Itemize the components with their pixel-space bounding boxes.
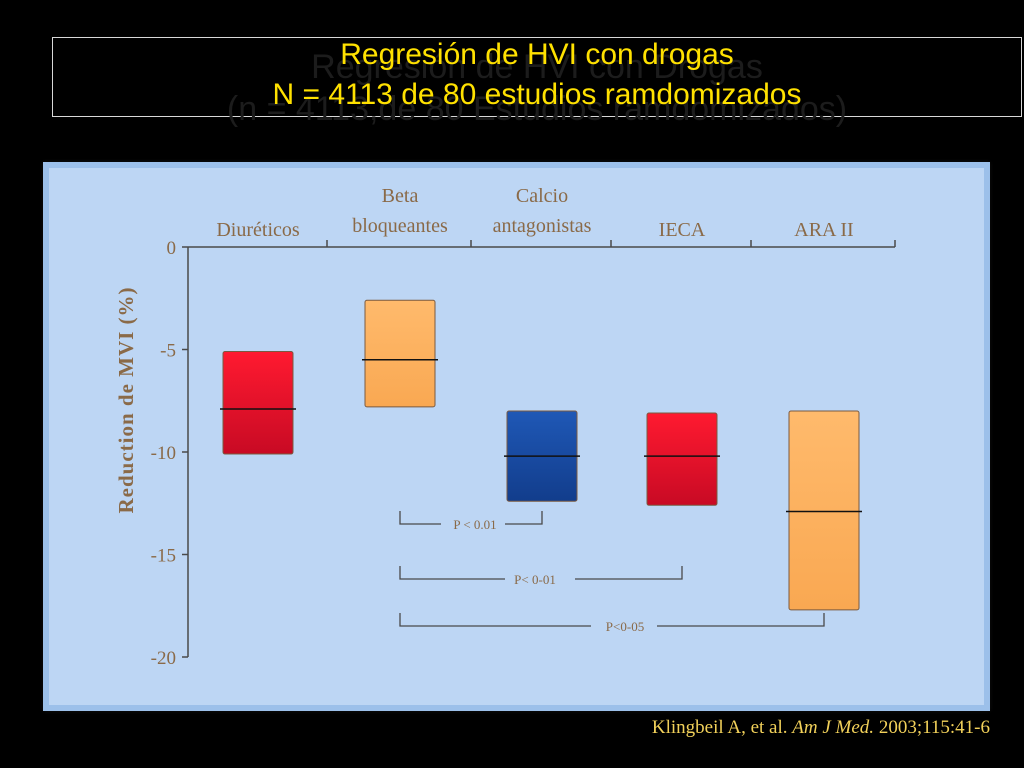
significance-bracket — [399, 511, 441, 525]
citation: Klingbeil A, et al. Am J Med. 2003;115:4… — [652, 717, 990, 739]
title-ghost-line-1: Regresión de HVI con Drogas — [311, 48, 763, 86]
x-category-label: bloqueantes — [352, 215, 448, 237]
significance-bracket — [657, 613, 825, 627]
citation-authors: Klingbeil A, et al. — [651, 717, 788, 738]
x-category-label: IECA — [659, 219, 706, 241]
x-category-label: Beta — [382, 185, 419, 207]
title-line-2: N = 4113 de 80 estudios ramdomizados — [272, 78, 802, 111]
y-tick-label: -15 — [151, 546, 176, 567]
bar-5 — [788, 410, 860, 611]
bar-2 — [364, 299, 436, 408]
significance-bracket — [399, 613, 591, 627]
title-box: Regresión de HVI con Drogas (n = 4113,de… — [52, 37, 1022, 128]
p-value-label: P < 0.01 — [453, 517, 496, 532]
y-tick-label: 0 — [167, 238, 177, 259]
p-value-label: P<0-05 — [606, 619, 644, 634]
x-category-label: ARA II — [794, 219, 853, 241]
x-category-label: Diuréticos — [216, 219, 300, 241]
significance-bracket — [399, 566, 505, 580]
bar-1 — [222, 351, 294, 455]
x-category-label: Calcio — [516, 185, 568, 207]
bar-4 — [646, 412, 718, 506]
y-tick-label: -10 — [151, 443, 176, 464]
lvh-regression-chart: Reduction de MVI (%) 0 -5 -10 -15 -20 Diurét… — [114, 185, 896, 669]
title-line-1: Regresión de HVI con drogas — [340, 38, 734, 71]
citation-volume-pages: 2003;115:41-6 — [878, 717, 990, 738]
p-value-label: P< 0-01 — [514, 572, 556, 587]
title-ghost-line-2: (n = 4113,de 80 Estudios ramdomizados) — [226, 90, 848, 128]
significance-bracket — [575, 566, 683, 580]
significance-bracket — [505, 511, 543, 525]
y-tick-label: -5 — [160, 341, 176, 362]
x-category-label: antagonistas — [493, 215, 592, 237]
y-axis-label: Reduction de MVI (%) — [114, 286, 138, 513]
chart-panel: Reduction de MVI (%) 0 -5 -10 -15 -20 Diurét… — [43, 162, 990, 711]
y-tick-label: -20 — [151, 648, 176, 669]
citation-journal: Am J Med. — [792, 717, 875, 738]
